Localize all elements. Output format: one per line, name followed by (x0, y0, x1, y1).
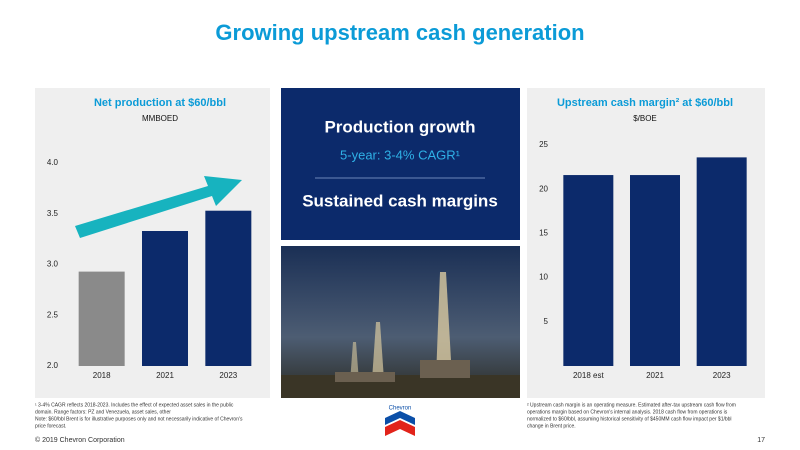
center-panel (281, 88, 520, 240)
chart-subtitle: MMBOED (142, 114, 178, 123)
footnote: Note: $60/bbl Brent is for illustrative … (35, 416, 243, 422)
footnote: domain. Range factors: PZ and Venezuela,… (35, 409, 171, 415)
x-tick-label: 2018 est (573, 371, 604, 380)
growth-arrow (75, 176, 242, 238)
slide-title: Growing upstream cash generation (215, 20, 584, 45)
y-tick-label: 5 (544, 317, 549, 326)
x-tick-label: 2023 (219, 371, 237, 380)
y-tick-label: 3.0 (47, 260, 59, 269)
panel-detail: 5-year: 3-4% CAGR¹ (340, 147, 461, 162)
y-tick-label: 25 (539, 140, 548, 149)
footnote: ¹ 3-4% CAGR reflects 2018-2023. Includes… (35, 402, 234, 408)
page-number: 17 (757, 437, 765, 444)
footnote: normalized to $60/bbl, assuming historic… (527, 416, 732, 422)
copyright: © 2019 Chevron Corporation (35, 436, 125, 444)
y-tick-label: 4.0 (47, 158, 59, 167)
bar (78, 271, 125, 366)
panel-heading: Sustained cash margins (302, 191, 498, 210)
photo (281, 246, 520, 398)
footnote: ² Upstream cash margin is an operating m… (527, 402, 736, 408)
y-tick-label: 3.5 (47, 209, 59, 218)
y-tick-label: 2.0 (47, 361, 59, 370)
y-tick-label: 10 (539, 273, 548, 282)
chart-title: Net production at $60/bbl (94, 97, 226, 109)
bar (563, 175, 614, 366)
y-tick-label: 20 (539, 184, 548, 193)
x-tick-label: 2018 (93, 371, 111, 380)
x-tick-label: 2023 (713, 371, 731, 380)
chart-title: Upstream cash margin² at $60/bbl (557, 97, 733, 109)
logo: Chevron (385, 406, 415, 436)
y-tick-label: 2.5 (47, 310, 59, 319)
footnote: operations margin based on Chevron's int… (527, 409, 728, 415)
logo-text: Chevron (389, 406, 412, 412)
bar (205, 210, 252, 366)
footnote: price forecast. (35, 423, 66, 429)
bar (630, 175, 680, 366)
footnote: change in Brent price. (527, 423, 576, 429)
bar (142, 231, 188, 366)
y-tick-label: 15 (539, 229, 548, 238)
x-tick-label: 2021 (156, 371, 174, 380)
panel-heading: Production growth (324, 117, 475, 136)
bar (696, 157, 747, 366)
chart-subtitle: $/BOE (633, 114, 657, 123)
x-tick-label: 2021 (646, 371, 664, 380)
